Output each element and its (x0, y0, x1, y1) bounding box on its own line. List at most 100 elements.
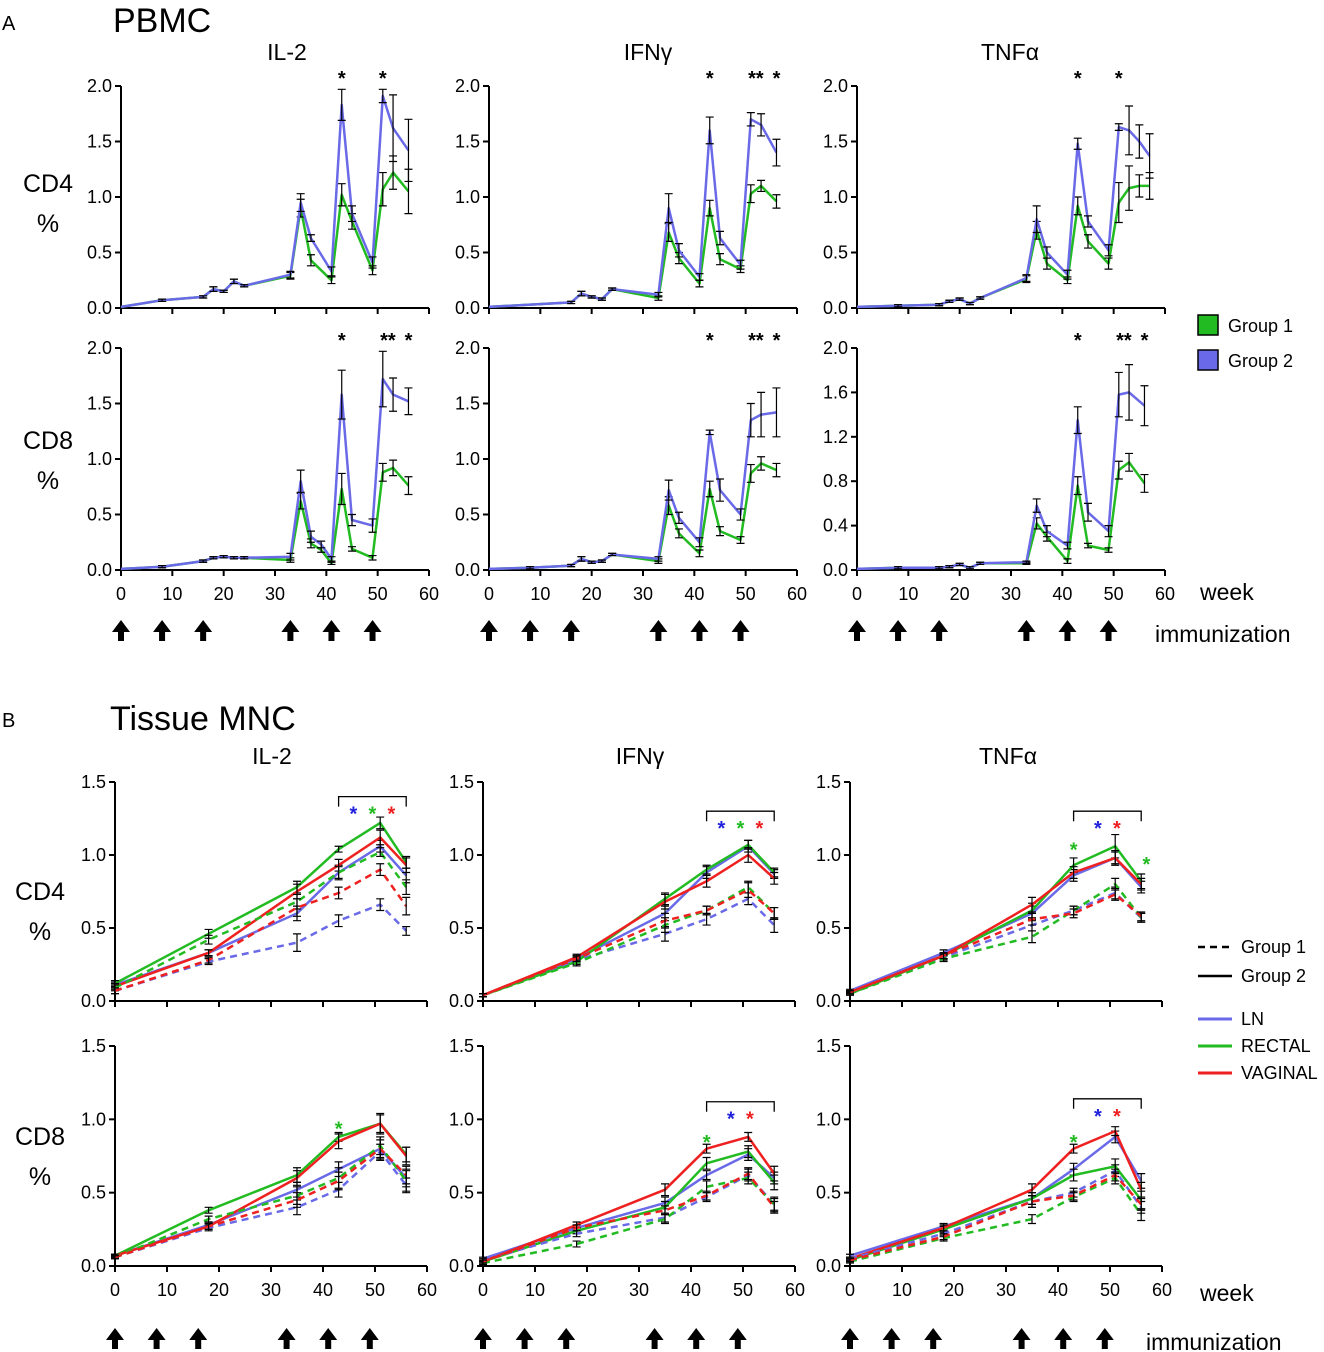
error-bar (368, 518, 377, 533)
significance-star: ** (1116, 330, 1132, 352)
y-tick-label: 1.0 (816, 845, 841, 865)
x-tick-label: 0 (845, 1280, 855, 1300)
error-bar (1069, 1190, 1078, 1201)
error-bar (1125, 105, 1134, 156)
error-bar (770, 1165, 779, 1182)
error-bar (955, 297, 964, 301)
y-tick-label: 0.0 (81, 1256, 106, 1276)
series-line (114, 850, 408, 990)
error-bar (1069, 1143, 1078, 1154)
error-bar (1111, 887, 1120, 901)
error-bar (378, 350, 387, 408)
error-bar (1028, 1214, 1036, 1225)
error-bar (389, 459, 398, 477)
chart-b-cd4-ifng: 0.0 0.5 1.0 1.5 * * * (449, 772, 796, 1011)
error-bar (402, 896, 411, 916)
series-line (488, 184, 778, 309)
error-bar (702, 1143, 711, 1154)
error-bar (661, 912, 669, 929)
immunization-arrow (147, 1328, 166, 1349)
legend-a-label-group1: Group 1 (1228, 316, 1293, 336)
x-tick-label: 0 (116, 584, 126, 604)
error-bar (716, 478, 724, 502)
error-bar (337, 183, 346, 207)
error-bar (572, 955, 581, 963)
immunization-arrows-a (112, 620, 1118, 641)
error-bar (389, 94, 398, 163)
chart-a-cd8-ifng: 0.00.51.01.52.00 10 20 30 40 50 60* ** * (455, 330, 807, 604)
error-bar (334, 845, 343, 853)
error-bar (296, 193, 305, 213)
y-tick-label: 0.0 (449, 991, 474, 1011)
error-bar (1125, 165, 1134, 211)
error-bar (404, 476, 413, 496)
error-bar (772, 194, 781, 209)
error-bar (1125, 452, 1134, 472)
y-tick-label: 0.5 (87, 505, 112, 525)
x-tick-label: 10 (898, 584, 918, 604)
error-bar (199, 559, 208, 563)
error-bar (894, 566, 903, 570)
error-bar (757, 113, 766, 137)
x-tick-label: 10 (530, 584, 550, 604)
immunization-arrow (112, 620, 130, 641)
x-tick-label: 30 (629, 1280, 649, 1300)
significance-star: * (379, 68, 387, 90)
y-tick-label: 1.0 (81, 845, 106, 865)
chart-a-cd4-il2: 0.0 0.5 1.0 1.5 2.0 * * (87, 68, 430, 318)
bracket-star: * (746, 1109, 754, 1131)
error-bar (976, 561, 985, 566)
error-bar (945, 299, 954, 304)
y-tick-label: 0.0 (87, 560, 112, 580)
week-label-b: week (1199, 1280, 1254, 1306)
x-tick-label: 20 (209, 1280, 229, 1300)
immunization-arrow (841, 1328, 859, 1349)
y-tick-label: 1.6 (823, 382, 848, 402)
error-bar (674, 243, 683, 258)
y-tick-label: 0.0 (455, 298, 480, 318)
series-line (849, 893, 1143, 994)
error-bar (402, 925, 411, 936)
error-bar (1114, 181, 1123, 224)
error-bar (337, 369, 346, 420)
panel-b-label: B (2, 710, 15, 732)
row-label-a-cd4: CD4 (23, 170, 73, 198)
error-bar (368, 554, 377, 561)
bracket-star: * (737, 818, 745, 840)
y-tick-label: 0.0 (823, 560, 848, 580)
error-bar (608, 287, 617, 291)
error-bar (772, 387, 781, 438)
error-bar (664, 479, 673, 501)
significance-star: * (338, 68, 346, 90)
y-tick-label: 2.0 (455, 76, 480, 96)
chart-a-cd4-ifng: 0.00.51.01.52.0 * ** * (455, 68, 798, 318)
y-tick-label: 0.5 (81, 918, 106, 938)
error-bar (705, 199, 714, 217)
x-tick-label: 0 (852, 584, 862, 604)
y-tick-label: 1.2 (823, 427, 848, 447)
error-bar (1137, 877, 1146, 891)
y-tick-label: 1.5 (816, 1036, 841, 1056)
error-bar (204, 1206, 213, 1214)
y-tick-label: 0.5 (455, 505, 480, 525)
significance-bracket (337, 795, 407, 807)
x-tick-label: 30 (633, 584, 653, 604)
error-bar (1114, 123, 1123, 131)
series-line (114, 836, 408, 988)
error-bar (705, 116, 714, 145)
y-tick-label: 0.5 (823, 243, 848, 263)
error-bar (736, 536, 745, 544)
immunization-arrow (882, 1328, 901, 1349)
error-bar (746, 184, 755, 204)
immunization-arrow (687, 1328, 706, 1349)
y-tick-label: 1.5 (449, 1036, 474, 1056)
error-bar (654, 556, 663, 562)
error-bar (746, 112, 755, 127)
y-tick-label: 1.0 (87, 187, 112, 207)
y-tick-label: 1.0 (449, 845, 474, 865)
error-bar (597, 297, 606, 301)
error-bar (286, 552, 295, 561)
immunization-arrows-b (106, 1328, 1114, 1349)
significance-star: * (338, 330, 346, 352)
series-line (120, 94, 410, 309)
